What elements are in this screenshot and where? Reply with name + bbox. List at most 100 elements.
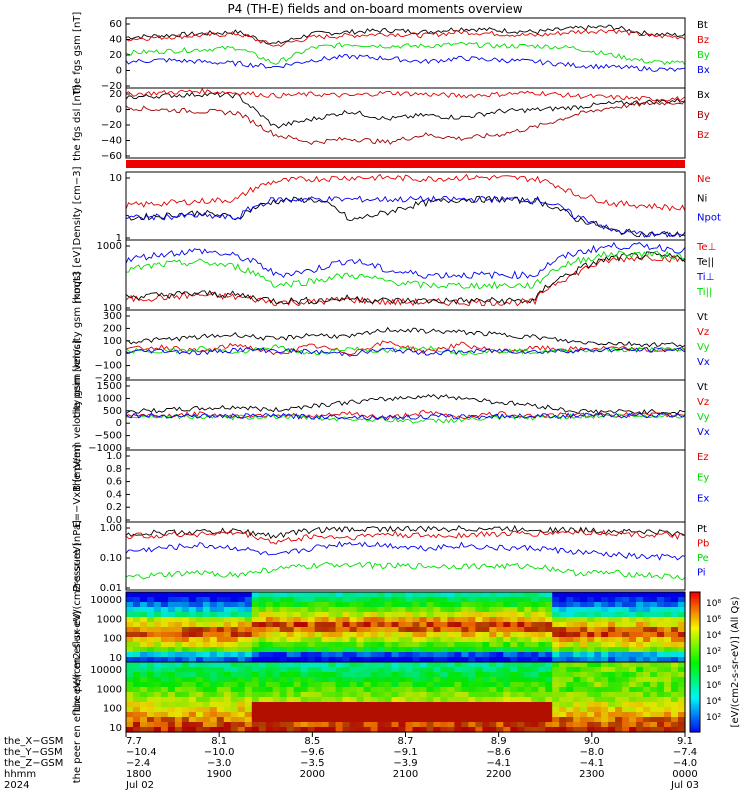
spectrogram-cell [321,727,330,733]
colorbar-tick: 10⁶ [706,615,721,625]
spectrogram-cell [300,672,309,678]
spectrogram-cell [167,627,176,633]
spectrogram-cell [321,657,330,663]
spectrogram-cell [265,592,274,598]
spectrogram-cell [538,682,546,688]
spectrogram-cell [405,677,414,683]
spectrogram-cell [608,602,616,608]
spectrogram-cell [643,687,651,693]
spectrogram-cell [335,692,344,698]
spectrogram-cell [447,652,455,658]
spectrogram-cell [216,702,225,708]
spectrogram-cell [363,717,372,723]
spectrogram-cell [587,662,595,668]
spectrogram-cell [209,607,218,613]
spectrogram-cell [349,602,358,608]
spectrogram-cell [447,697,455,703]
spectrogram-cell [167,727,176,733]
spectrogram-cell [664,617,672,623]
spectrogram-cell [405,612,414,618]
spectrogram-cell [447,672,455,678]
spectrogram-cell [237,697,246,703]
spectrogram-cell [140,687,148,693]
spectrogram-cell [209,677,218,683]
spectrogram-cell [671,627,679,633]
spectrogram-cell [608,692,616,698]
spectrogram-cell [126,622,134,628]
spectrogram-cell [601,667,609,673]
spectrogram-cell [671,637,679,643]
spectrogram-cell [573,637,581,643]
spectrogram-cell [622,722,630,728]
spectrogram-cell [265,682,274,688]
spectrogram-cell [251,597,260,603]
spectrogram-cell [510,657,518,663]
spectrogram-cell [608,682,616,688]
spectrogram-cell [517,607,525,613]
spectrogram-cell [370,622,379,628]
spectrogram-cell [538,647,546,653]
spectrogram-cell [251,677,260,683]
spectrogram-cell [342,682,351,688]
spectrogram-cell [300,632,309,638]
spectrogram-cell [160,597,169,603]
spectrogram-cell [538,622,546,628]
spectrogram-cell [468,692,476,698]
spectrogram-cell [608,617,616,623]
spectrogram-cell [279,677,288,683]
spectrogram-cell [181,637,190,643]
spectrogram-cell [615,637,623,643]
spectrogram-cell [223,692,232,698]
spectrogram-cell [258,637,267,643]
time-axis-value: Jul 03 [670,780,699,791]
spectrogram-cell [622,707,630,713]
spectrogram-cell [328,677,337,683]
spectrogram-cell [433,672,441,678]
spectrogram-cell [664,722,672,728]
spectrogram-cell [405,707,414,713]
colorbar-cell [690,680,700,684]
spectrogram-cell [594,612,602,618]
spectrogram-cell [363,702,372,708]
spectrogram-cell [440,697,448,703]
spectrogram-cell [147,597,155,603]
spectrogram-cell [314,682,323,688]
spectrogram-cell [426,607,435,613]
spectrogram-cell [328,642,337,648]
spectrogram-cell [664,642,672,648]
legend-entry: Te⊥ [696,242,716,253]
spectrogram-cell [230,607,239,613]
spectrogram-cell [657,647,665,653]
spectrogram-cell [482,712,490,718]
legend-entry: Pt [697,524,707,535]
spectrogram-cell [202,687,211,693]
legend-entry: Vy [697,412,710,423]
spectrogram-cell [559,677,567,683]
spectrogram-cell [384,687,393,693]
spectrogram-cell [629,687,637,693]
spectrogram-cell [342,667,351,673]
spectrogram-cell [461,717,469,723]
spectrogram-cell [594,672,602,678]
spectrogram-cell [216,662,225,668]
spectrogram-cell [657,727,665,733]
spectrogram-cell [202,707,211,713]
spectrogram-cell [510,692,518,698]
spectrogram-cell [433,602,441,608]
spectrogram-cell [147,682,155,688]
spectrogram-cell [195,627,204,633]
spectrogram-cell [454,617,462,623]
spectrogram-cell [230,652,239,658]
spectrogram-cell [160,722,169,728]
spectrogram-cell [426,637,435,643]
spectrogram-cell [566,622,574,628]
spectrogram-cell [209,592,218,598]
spectrogram-cell [391,687,400,693]
spectrogram-cell [475,672,483,678]
spectrogram-cell [468,697,476,703]
spectrogram-cell [126,707,134,713]
spectrogram-cell [140,622,148,628]
spectrogram-cell [475,622,483,628]
colorbar-cell [690,711,700,714]
spectrogram-cell [503,602,511,608]
